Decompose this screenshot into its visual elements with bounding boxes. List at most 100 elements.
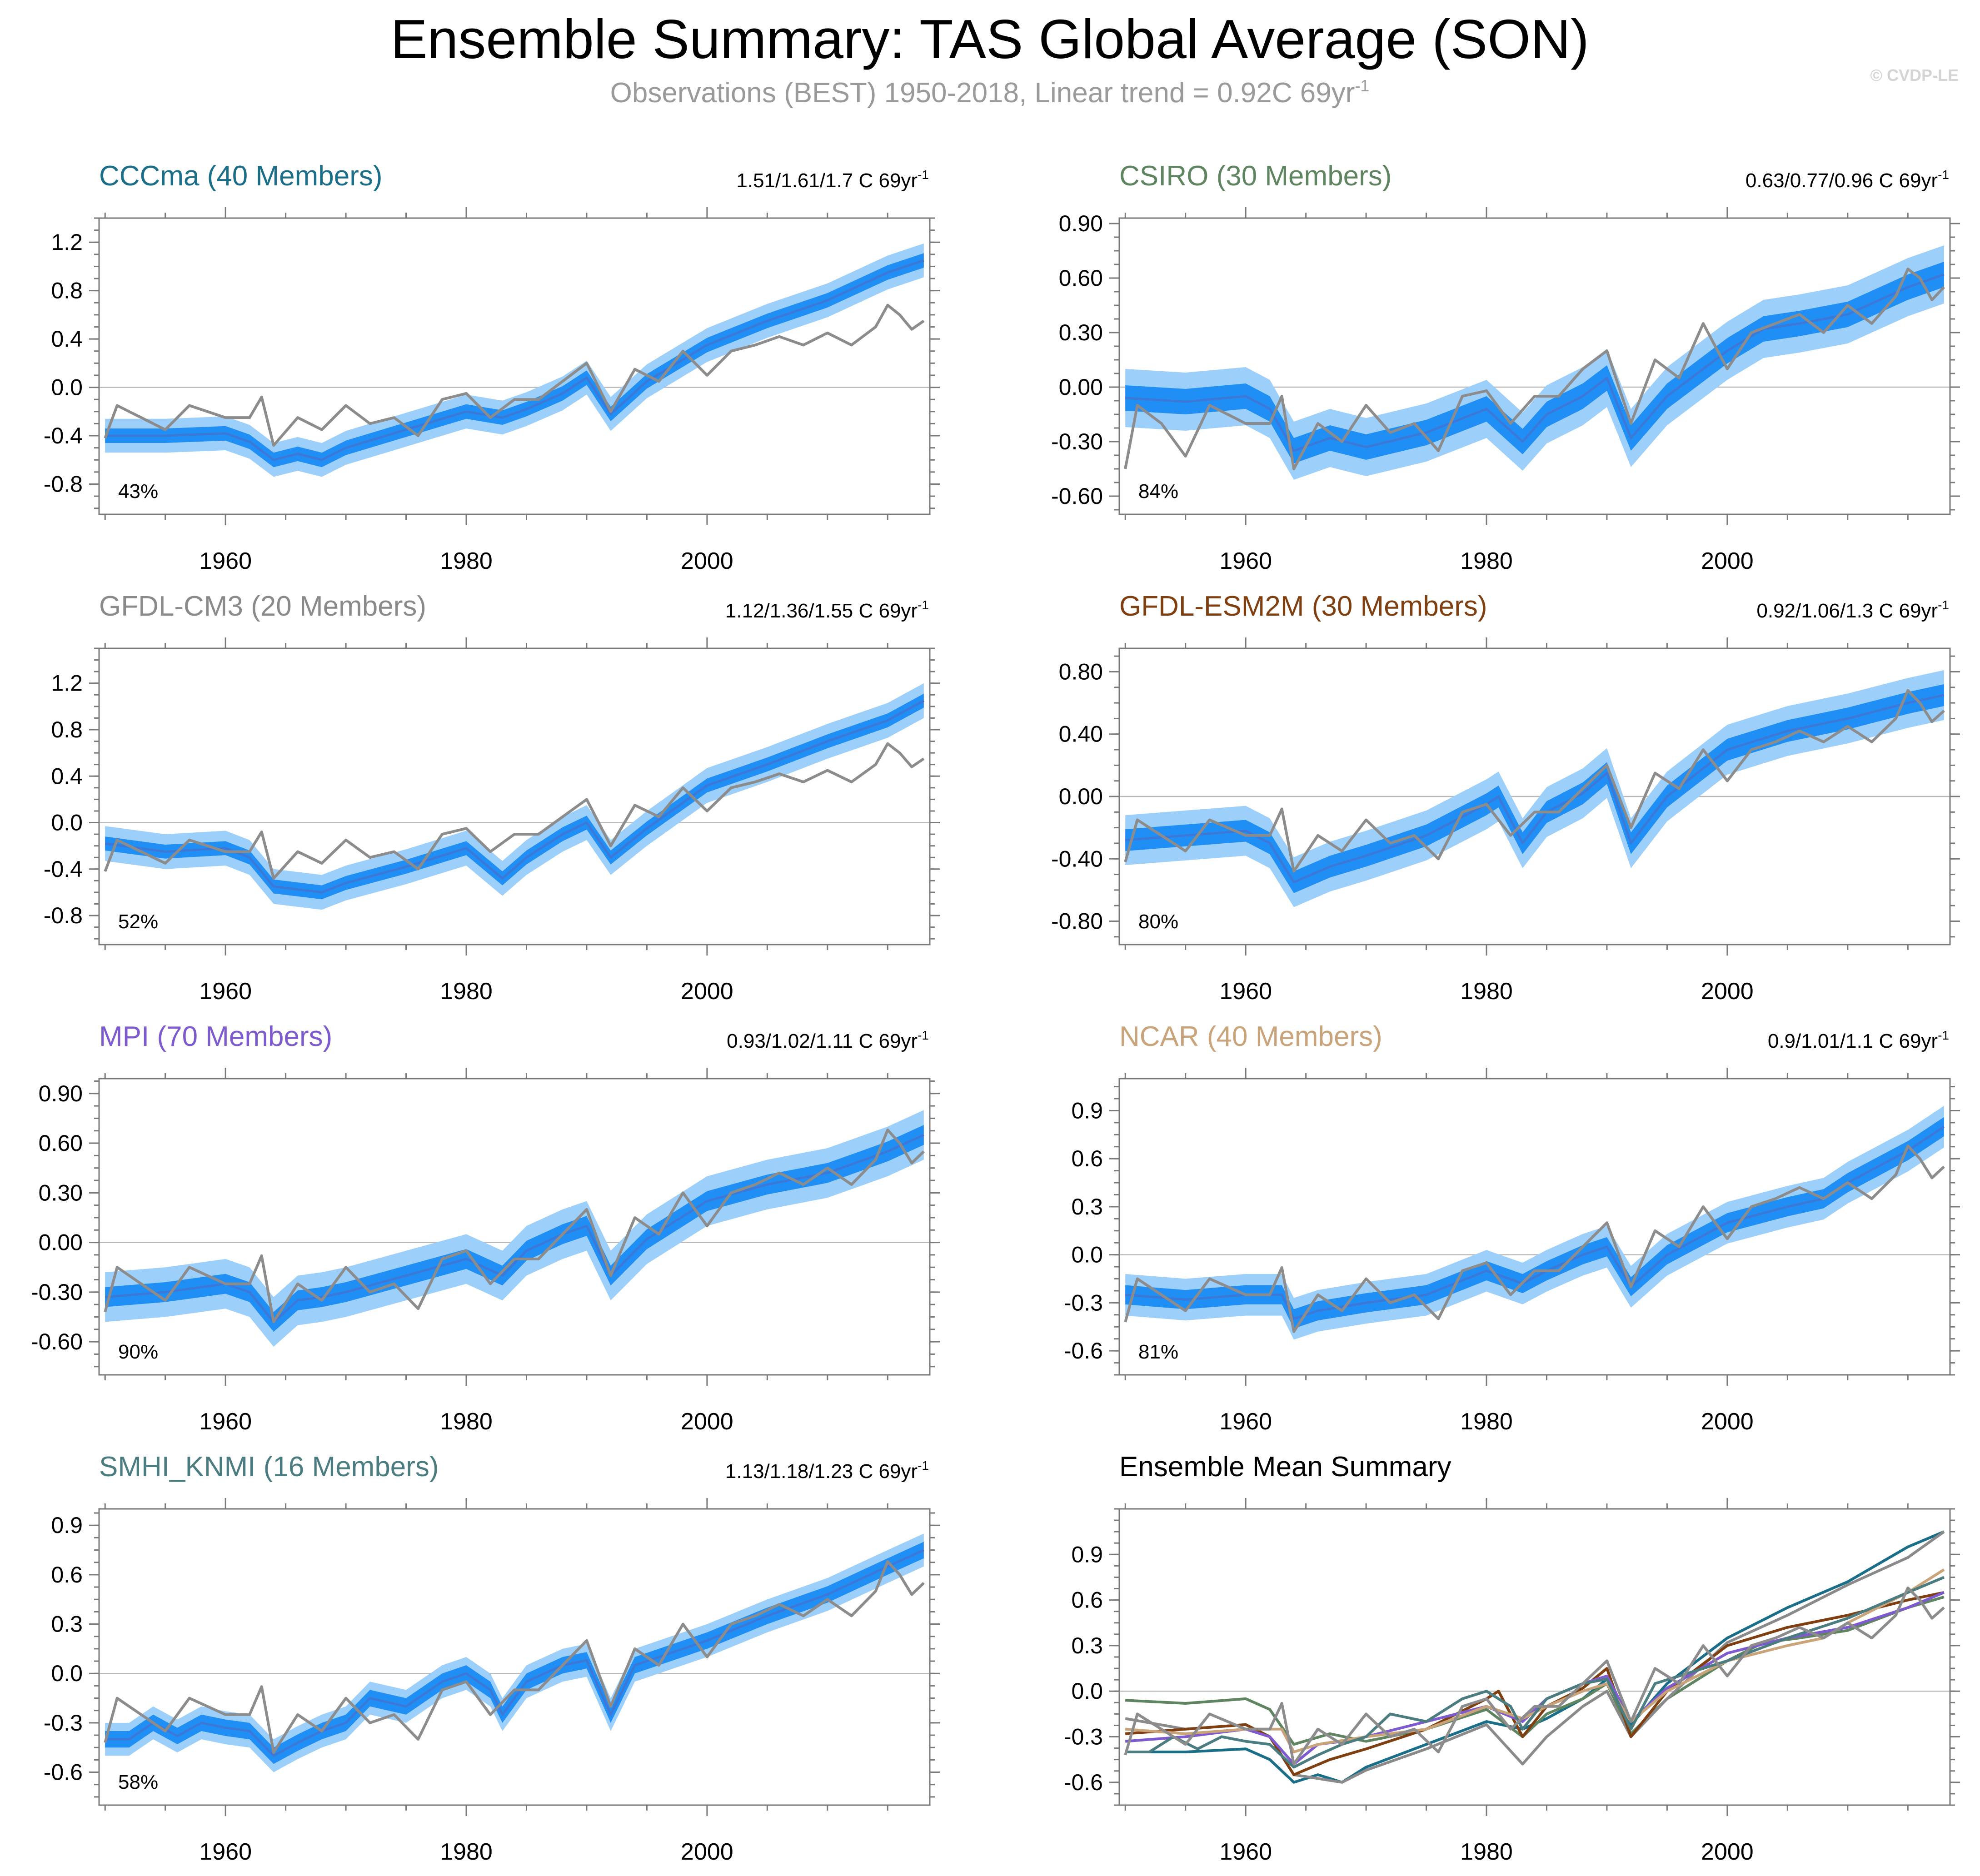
panel-ncar-frame — [1118, 1078, 1951, 1376]
panel-smhi-knmi-spread-band-inner — [105, 1542, 924, 1764]
panel-mpi-ytick-label: -0.60 — [31, 1329, 83, 1354]
panel-gfdl-esm2m-xtick-label: 1960 — [1219, 978, 1272, 1005]
panel-ncar-spread-band-outer — [1125, 1105, 1944, 1340]
panel-smhi-knmi-ytick-label: -0.3 — [44, 1710, 83, 1736]
panel-csiro-xtick-label: 1980 — [1460, 548, 1513, 574]
panel-smhi-knmi-ytick-label: 0.6 — [51, 1562, 83, 1587]
panel-cccma-ytick-label: 0.8 — [51, 278, 83, 304]
figure-subtitle-sup: -1 — [1355, 76, 1369, 95]
panel-ensemble-mean-summary-series-mpi — [1125, 1591, 1945, 1766]
panel-ncar-trend-sup: -1 — [1938, 1028, 1949, 1042]
copyright-label: © CVDP-LE — [1870, 66, 1959, 85]
panel-ncar-ytick-label: 0.6 — [1071, 1146, 1103, 1171]
panel-gfdl-cm3-trend-label: 1.12/1.36/1.55 C 69yr-1 — [725, 598, 929, 622]
panel-gfdl-esm2m-percent-label: 80% — [1138, 911, 1178, 933]
panel-csiro-ytick-label: -0.30 — [1051, 429, 1103, 454]
panel-mpi-observations-line — [104, 1128, 925, 1324]
panel-gfdl-cm3: GFDL-CM3 (20 Members) 1.12/1.36/1.55 C 69… — [44, 591, 940, 1005]
panel-smhi-knmi-ytick-label: -0.6 — [44, 1760, 83, 1785]
panel-smhi-knmi-percent-label: 58% — [118, 1771, 158, 1793]
panel-csiro-percent-label: 84% — [1138, 480, 1178, 503]
panel-smhi-knmi-trend-label: 1.13/1.18/1.23 C 69yr-1 — [725, 1458, 929, 1483]
panel-csiro-ytick-label: 0.30 — [1059, 320, 1103, 345]
panel-smhi-knmi-trend-sup: -1 — [918, 1458, 929, 1473]
panel-ensemble-mean-summary-series-smhi-knmi — [1125, 1576, 1945, 1769]
panel-mpi-xtick-label: 1960 — [199, 1408, 252, 1435]
panel-gfdl-esm2m-ensemble-mean-line — [1125, 694, 1945, 884]
panel-cccma-trend-sup: -1 — [918, 168, 929, 182]
panel-gfdl-esm2m-ytick-label: -0.80 — [1051, 909, 1103, 934]
panel-csiro-ytick-label: 0.60 — [1059, 265, 1103, 291]
panel-gfdl-cm3-ytick-label: 0.8 — [51, 717, 83, 742]
panel-gfdl-cm3-ytick-label: 0.4 — [51, 763, 83, 789]
panel-ensemble-mean-summary-xtick-label: 2000 — [1701, 1839, 1754, 1865]
panel-cccma-trend-label: 1.51/1.61/1.7 C 69yr-1 — [736, 168, 929, 192]
panel-gfdl-esm2m-ytick-label: 0.00 — [1059, 784, 1103, 809]
panel-smhi-knmi-xtick-label: 2000 — [681, 1839, 733, 1865]
panel-mpi-ensemble-mean-line — [105, 1134, 924, 1323]
figure-subtitle: Observations (BEST) 1950-2018, Linear tr… — [610, 76, 1370, 109]
panel-gfdl-cm3-trend-value: 1.12/1.36/1.55 C 69yr — [725, 600, 918, 622]
panel-gfdl-cm3-ytick-label: 0.0 — [51, 810, 83, 836]
panel-ncar-spread-band-inner — [1125, 1117, 1944, 1329]
panel-ensemble-mean-summary-series-gfdl-esm2m — [1125, 1591, 1945, 1776]
panel-smhi-knmi-xtick-label: 1960 — [199, 1839, 252, 1865]
panel-cccma-ytick-label: -0.4 — [44, 423, 83, 448]
panel-smhi-knmi-ytick-label: 0.9 — [51, 1513, 83, 1538]
panel-gfdl-esm2m-ytick-label: 0.80 — [1059, 659, 1103, 684]
panel-cccma-observations-line — [104, 304, 925, 447]
panel-csiro-ytick-label: -0.60 — [1051, 483, 1103, 509]
panel-ncar-ytick-label: 0.3 — [1071, 1194, 1103, 1219]
panel-ncar-observations-line — [1124, 1145, 1945, 1333]
panel-gfdl-esm2m-xtick-label: 1980 — [1460, 978, 1513, 1005]
panel-gfdl-cm3-xtick-label: 2000 — [681, 978, 733, 1005]
panel-mpi-ytick-label: 0.30 — [39, 1180, 83, 1205]
panel-smhi-knmi-trend-value: 1.13/1.18/1.23 C 69yr — [725, 1460, 918, 1483]
panel-cccma-spread-band-outer — [105, 243, 924, 477]
panel-csiro-ytick-label: 0.90 — [1059, 211, 1103, 236]
panel-csiro-trend-label: 0.63/0.77/0.96 C 69yr-1 — [1746, 168, 1949, 192]
panel-cccma-ytick-label: 1.2 — [51, 229, 83, 255]
panel-gfdl-esm2m-ytick-label: -0.40 — [1051, 846, 1103, 871]
panel-ensemble-mean-summary-series-gfdl-cm3 — [1125, 1530, 1945, 1784]
panel-mpi-ytick-label: 0.60 — [39, 1130, 83, 1156]
panel-ensemble-mean-summary-title: Ensemble Mean Summary — [1119, 1451, 1451, 1483]
panel-ncar-xtick-label: 1960 — [1219, 1408, 1272, 1435]
panel-gfdl-esm2m-trend-value: 0.92/1.06/1.3 C 69yr — [1756, 600, 1938, 622]
panel-smhi-knmi-title: SMHI_KNMI (16 Members) — [99, 1451, 439, 1483]
panel-ensemble-mean-summary-frame — [1118, 1508, 1951, 1806]
panel-ensemble-mean-summary-ytick-label: 0.3 — [1071, 1633, 1103, 1658]
panel-mpi-trend-label: 0.93/1.02/1.11 C 69yr-1 — [727, 1028, 929, 1052]
panel-cccma-ytick-label: 0.4 — [51, 326, 83, 352]
panel-cccma-title: CCCma (40 Members) — [99, 160, 383, 192]
panel-ncar-title: NCAR (40 Members) — [1119, 1021, 1382, 1052]
panel-ncar-ytick-label: -0.6 — [1064, 1338, 1103, 1363]
panel-smhi-knmi: SMHI_KNMI (16 Members) 1.13/1.18/1.23 C 6… — [44, 1451, 940, 1865]
panel-csiro-ensemble-mean-line — [1125, 273, 1945, 452]
panel-gfdl-cm3-ytick-label: 1.2 — [51, 671, 83, 696]
panel-csiro-observations-line — [1124, 268, 1945, 470]
figure-title: Ensemble Summary: TAS Global Average (SO… — [390, 8, 1589, 70]
panel-gfdl-esm2m-spread-band-inner — [1125, 684, 1944, 893]
panel-csiro-trend-sup: -1 — [1938, 168, 1949, 182]
panel-ensemble-mean-summary-series-observations-best — [1124, 1586, 1945, 1766]
panels-grid: CCCma (40 Members) 1.51/1.61/1.7 C 69yr-1… — [31, 160, 1960, 1865]
panel-gfdl-cm3-frame — [98, 647, 931, 945]
panel-ncar-percent-label: 81% — [1138, 1341, 1178, 1363]
panel-mpi-plot-area — [104, 1110, 925, 1347]
panel-smhi-knmi-spread-band-outer — [105, 1533, 924, 1772]
panel-cccma-percent-label: 43% — [118, 480, 158, 503]
panel-cccma-xtick-label: 2000 — [681, 548, 733, 574]
panel-gfdl-cm3-ytick-label: -0.8 — [44, 903, 83, 928]
panel-smhi-knmi-frame — [98, 1508, 931, 1806]
panel-ensemble-mean-summary: Ensemble Mean Summary -0.6 -0.3 0.0 0.3 0.6 0.… — [1064, 1451, 1960, 1865]
panel-ncar: NCAR (40 Members) 0.9/1.01/1.1 C 69yr-1 -0… — [1064, 1021, 1960, 1435]
panel-cccma-xtick-label: 1980 — [440, 548, 493, 574]
panel-mpi-title: MPI (70 Members) — [99, 1021, 332, 1052]
panel-csiro-xtick-label: 2000 — [1701, 548, 1754, 574]
panel-smhi-knmi-ensemble-mean-line — [105, 1549, 924, 1757]
panel-gfdl-esm2m: GFDL-ESM2M (30 Members) 0.92/1.06/1.3 C 6… — [1051, 591, 1960, 1005]
panel-csiro: CSIRO (30 Members) 0.63/0.77/0.96 C 69yr-… — [1051, 160, 1960, 574]
panel-gfdl-esm2m-trend-label: 0.92/1.06/1.3 C 69yr-1 — [1756, 598, 1949, 622]
